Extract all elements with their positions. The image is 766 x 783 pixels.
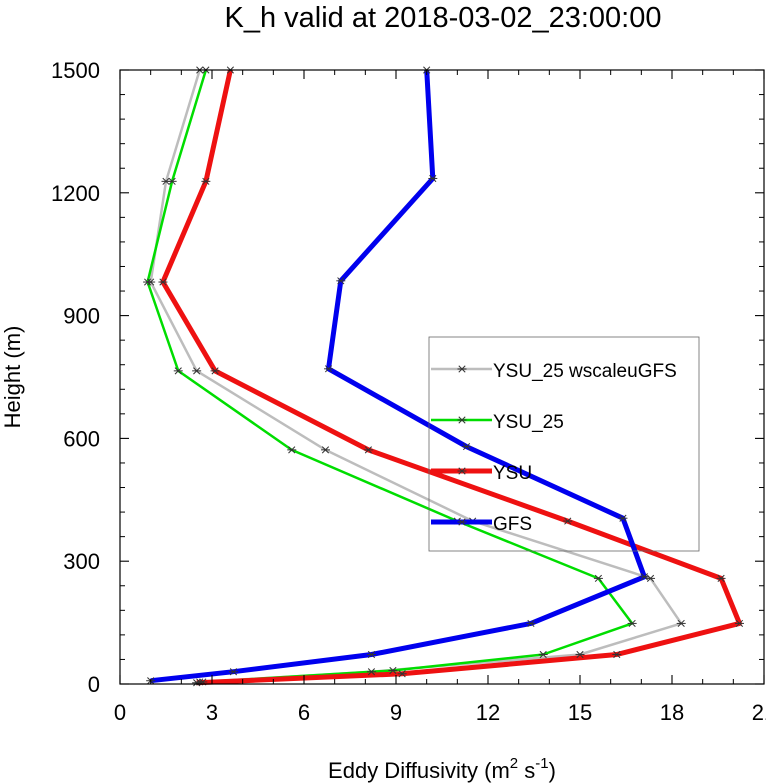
- data-point-marker: [575, 650, 585, 659]
- data-point-marker: [210, 367, 220, 375]
- x-axis-label-close: ): [549, 758, 556, 783]
- legend-marker: [457, 467, 467, 475]
- series-layer: [143, 66, 744, 687]
- data-point-marker: [324, 365, 334, 373]
- x-axis: 0 3 6 9 12 15 18 21: [114, 70, 766, 725]
- data-point-marker: [167, 177, 177, 185]
- chart-title: K_h valid at 2018-03-02_23:00:00: [225, 2, 662, 34]
- data-point-marker: [228, 668, 238, 676]
- y-tick-label: 900: [63, 304, 100, 329]
- x-tick-label: 18: [660, 700, 684, 725]
- data-point-marker: [173, 367, 183, 375]
- data-point-marker: [593, 574, 603, 582]
- data-point-marker: [336, 277, 346, 285]
- data-point-marker: [428, 174, 438, 183]
- data-point-marker: [201, 177, 211, 185]
- data-point-marker: [192, 679, 202, 687]
- x-tick-label: 3: [206, 700, 218, 725]
- x-tick-label: 6: [298, 700, 310, 725]
- data-point-marker: [646, 574, 656, 582]
- y-tick-label: 1500: [51, 58, 100, 83]
- legend: YSU_25 wscaleuGFS YSU_25 YSU GFS: [428, 336, 700, 552]
- legend-label: YSU_25 wscaleuGFS: [493, 361, 677, 382]
- data-point-marker: [158, 278, 168, 286]
- x-tick-label: 9: [390, 700, 402, 725]
- y-tick-label: 1200: [51, 181, 100, 206]
- x-axis-label: Eddy Diffusivity (m2 s-1): [328, 755, 556, 783]
- x-tick-label: 15: [568, 700, 592, 725]
- data-point-marker: [526, 619, 536, 628]
- x-tick-label: 0: [114, 700, 126, 725]
- data-point-marker: [639, 573, 649, 581]
- data-point-marker: [143, 278, 153, 286]
- y-axis: 0 300 600 900 1200 1500: [51, 58, 764, 697]
- data-point-marker: [192, 367, 202, 375]
- data-point-marker: [627, 619, 637, 628]
- data-point-marker: [388, 666, 398, 675]
- legend-marker: [457, 416, 467, 424]
- data-point-marker: [397, 670, 407, 678]
- plot-frame: [119, 69, 765, 685]
- data-point-marker: [612, 650, 622, 659]
- legend-label: YSU_25: [493, 412, 564, 433]
- legend-label: YSU: [493, 463, 532, 484]
- x-axis-label-sup2: -1: [535, 755, 548, 772]
- data-point-marker: [366, 668, 376, 676]
- y-tick-label: 300: [63, 549, 100, 574]
- y-axis-label: Height (m): [0, 326, 25, 429]
- data-point-marker: [734, 619, 744, 628]
- legend-marker: [457, 518, 467, 526]
- data-point-marker: [287, 446, 297, 454]
- x-tick-label: 12: [476, 700, 500, 725]
- data-point-marker: [563, 517, 573, 525]
- legend-label: GFS: [493, 514, 532, 535]
- data-point-marker: [363, 446, 373, 454]
- data-point-marker: [538, 650, 548, 659]
- x-axis-label-unit-base: s: [524, 758, 535, 783]
- legend-box: [428, 336, 700, 552]
- data-point-marker: [462, 442, 472, 451]
- data-point-marker: [618, 514, 628, 522]
- data-point-marker: [320, 446, 330, 454]
- data-point-marker: [716, 574, 726, 582]
- data-point-marker: [676, 619, 686, 628]
- data-point-marker: [366, 650, 376, 659]
- y-tick-label: 0: [88, 672, 100, 697]
- x-axis-label-sup1: 2: [510, 755, 518, 772]
- x-axis-label-text: Eddy Diffusivity (m: [328, 758, 510, 783]
- x-tick-label: 21: [752, 700, 766, 725]
- legend-marker: [457, 365, 467, 373]
- y-tick-label: 600: [63, 426, 100, 451]
